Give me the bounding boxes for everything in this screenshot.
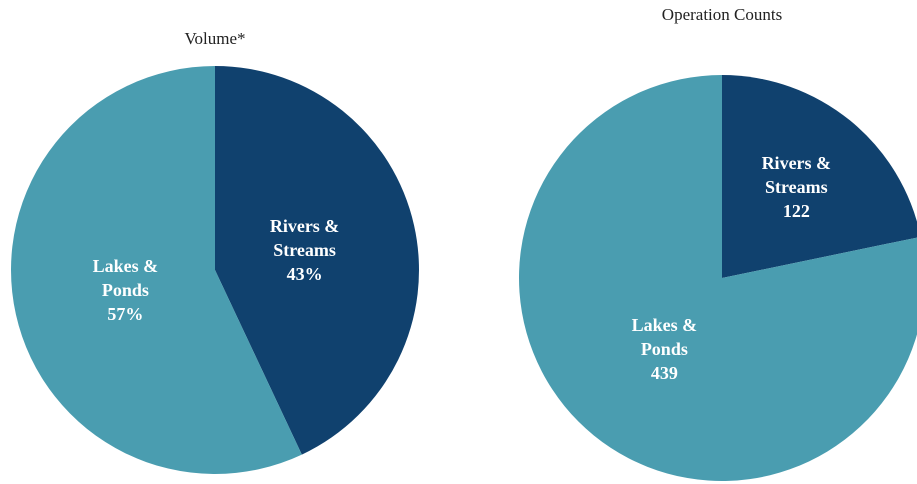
slice-label: Lakes & Ponds 57% bbox=[75, 254, 175, 326]
slice-value: 43% bbox=[286, 263, 323, 284]
slice-category: Rivers & Streams bbox=[761, 152, 832, 197]
chart-title: Operation Counts bbox=[661, 5, 783, 24]
slice-label: Lakes & Ponds 439 bbox=[614, 313, 714, 385]
chart-title: Volume* bbox=[184, 29, 246, 48]
slice-value: 57% bbox=[107, 304, 144, 325]
slice-category: Lakes & Ponds bbox=[92, 256, 159, 301]
slice-category: Rivers & Streams bbox=[269, 215, 340, 260]
slice-category: Lakes & Ponds bbox=[631, 314, 698, 359]
pie-slice bbox=[519, 75, 917, 481]
pie-slice bbox=[11, 66, 302, 474]
slice-label: Rivers & Streams 43% bbox=[255, 214, 355, 286]
pie-slice bbox=[722, 75, 917, 278]
pie-slice bbox=[215, 66, 419, 455]
slice-value: 122 bbox=[782, 200, 810, 221]
slice-value: 439 bbox=[650, 362, 678, 383]
slice-label: Rivers & Streams 122 bbox=[746, 151, 846, 223]
